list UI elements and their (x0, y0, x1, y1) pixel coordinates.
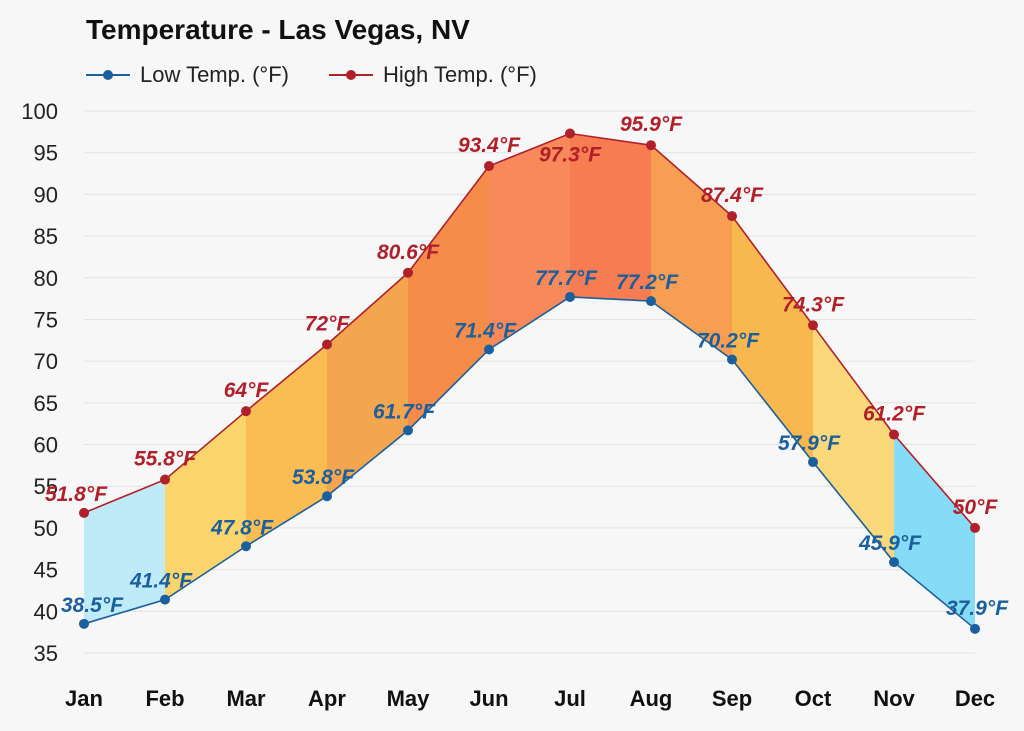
y-tick-label: 80 (34, 266, 58, 291)
low-point (79, 618, 89, 629)
x-tick-label: Sep (712, 686, 752, 711)
legend-label-high: High Temp. (°F) (382, 62, 537, 87)
high-point (646, 140, 656, 151)
range-band (84, 479, 165, 624)
low-data-label: 71.4°F (454, 319, 517, 342)
x-tick-label: Mar (226, 686, 266, 711)
high-point (160, 474, 170, 485)
range-band (813, 325, 894, 563)
low-point (565, 291, 575, 302)
low-point (403, 425, 413, 436)
high-data-label: 51.8°F (45, 483, 108, 506)
high-data-label: 55.8°F (134, 448, 197, 471)
low-data-label: 41.4°F (129, 570, 193, 593)
y-tick-label: 70 (34, 349, 58, 374)
low-data-label: 45.9°F (858, 532, 922, 555)
low-point (889, 557, 899, 568)
low-data-label: 53.8°F (292, 466, 355, 489)
x-tick-label: May (387, 686, 431, 711)
y-tick-label: 95 (34, 141, 58, 166)
x-tick-label: Jul (554, 686, 586, 711)
range-band (894, 434, 975, 629)
y-tick-label: 85 (34, 224, 58, 249)
y-tick-label: 60 (34, 433, 58, 458)
low-data-label: 47.8°F (210, 516, 274, 539)
high-point (322, 339, 332, 350)
legend-marker-high (328, 70, 373, 80)
range-band (570, 133, 651, 302)
y-tick-label: 90 (34, 182, 58, 207)
high-data-label: 50°F (953, 496, 999, 519)
legend-marker-low (86, 70, 130, 80)
x-tick-label: Dec (955, 686, 995, 711)
y-tick-label: 55 (34, 474, 58, 499)
low-point (160, 594, 170, 605)
high-point (727, 211, 737, 222)
y-tick-label: 75 (34, 307, 58, 332)
low-point (727, 354, 737, 365)
y-tick-label: 50 (34, 516, 58, 541)
x-tick-label: Oct (795, 686, 832, 711)
x-tick-label: Aug (630, 686, 673, 711)
high-data-label: 61.2°F (863, 403, 926, 426)
y-tick-label: 100 (21, 99, 58, 124)
range-band (651, 145, 732, 360)
low-point (970, 623, 980, 634)
chart-title: Temperature - Las Vegas, NV (86, 14, 470, 45)
low-point (322, 491, 332, 502)
high-point (241, 406, 251, 417)
high-point (79, 507, 89, 518)
low-data-label: 70.2°F (697, 329, 760, 352)
high-point (889, 429, 899, 440)
high-data-label: 80.6°F (377, 241, 440, 264)
high-data-label: 95.9°F (620, 113, 683, 136)
high-point (484, 161, 494, 172)
range-band (165, 411, 246, 600)
y-tick-label: 40 (34, 599, 58, 624)
x-tick-label: Feb (145, 686, 184, 711)
high-data-label: 97.3°F (539, 144, 602, 167)
high-point (808, 320, 818, 331)
low-point (484, 344, 494, 355)
high-point (565, 128, 575, 139)
low-data-label: 57.9°F (778, 432, 841, 455)
x-tick-label: Nov (873, 686, 915, 711)
x-tick-label: Jun (469, 686, 508, 711)
y-tick-label: 35 (34, 641, 58, 666)
low-point (646, 296, 656, 307)
legend-item-high: High Temp. (°F) (328, 62, 537, 88)
low-point (241, 541, 251, 552)
range-band (732, 216, 813, 463)
high-data-label: 74.3°F (782, 293, 845, 316)
high-data-label: 72°F (305, 312, 351, 335)
high-series-line (83, 132, 976, 529)
low-data-label: 37.9°F (946, 597, 1009, 620)
y-tick-label: 45 (34, 558, 58, 583)
legend-label-low: Low Temp. (°F) (140, 62, 289, 87)
low-data-label: 77.2°F (616, 271, 679, 294)
low-data-label: 38.5°F (61, 594, 124, 617)
high-point (403, 267, 413, 278)
x-tick-label: Jan (65, 686, 103, 711)
range-band (408, 166, 489, 431)
legend: Low Temp. (°F) High Temp. (°F) (86, 62, 577, 88)
high-data-label: 87.4°F (701, 184, 764, 207)
low-data-label: 61.7°F (373, 400, 436, 423)
x-tick-label: Apr (308, 686, 346, 711)
high-data-label: 93.4°F (458, 134, 521, 157)
y-tick-label: 65 (34, 391, 58, 416)
range-band (489, 133, 570, 350)
low-series-line (83, 296, 976, 630)
range-band (327, 272, 408, 497)
low-data-label: 77.7°F (535, 267, 598, 290)
legend-item-low: Low Temp. (°F) (86, 62, 289, 88)
high-data-label: 64°F (224, 379, 270, 402)
high-point (970, 522, 980, 533)
low-point (808, 457, 818, 468)
